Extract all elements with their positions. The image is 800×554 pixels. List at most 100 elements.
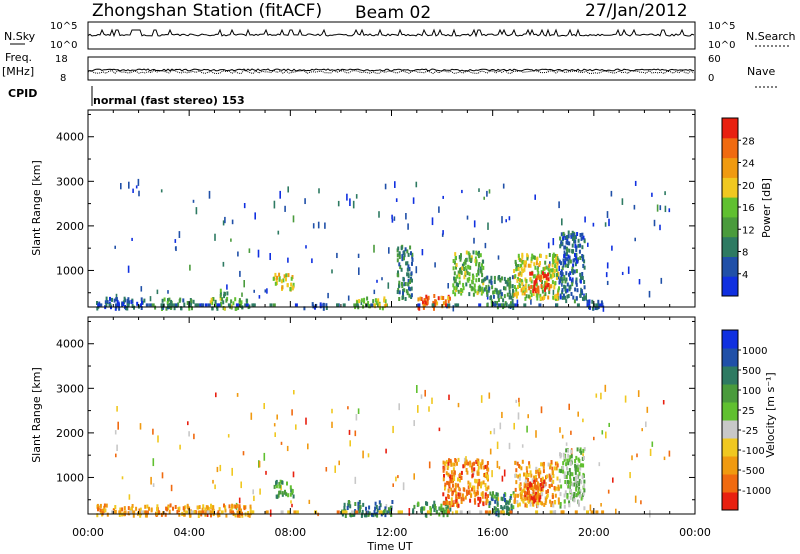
echo-speck bbox=[659, 205, 662, 211]
echo-speck bbox=[484, 242, 487, 249]
echo-cell bbox=[350, 512, 353, 517]
echo-cell bbox=[116, 299, 119, 304]
echo-cell bbox=[533, 285, 536, 290]
echo-cell bbox=[445, 471, 448, 476]
echo-cell bbox=[492, 294, 495, 299]
echo-cell bbox=[123, 296, 126, 301]
echo-cell bbox=[537, 289, 540, 294]
echo-cell bbox=[406, 249, 409, 254]
echo-speck bbox=[273, 423, 276, 427]
echo-cell bbox=[480, 465, 483, 470]
echo-cell bbox=[445, 496, 448, 501]
echo-cell bbox=[446, 501, 449, 506]
echo-speck bbox=[576, 303, 580, 307]
echo-speck bbox=[127, 265, 130, 273]
echo-cell bbox=[127, 506, 130, 511]
echo-speck bbox=[291, 503, 293, 508]
echo-speck bbox=[412, 197, 415, 204]
colorbar-tick-label: 25 bbox=[742, 406, 755, 417]
echo-cell bbox=[450, 462, 453, 467]
echo-cell bbox=[461, 288, 464, 293]
echo-cell bbox=[566, 282, 569, 287]
echo-cell bbox=[536, 267, 539, 272]
echo-speck bbox=[201, 510, 205, 514]
echo-cell bbox=[578, 502, 580, 507]
echo-cell bbox=[560, 274, 563, 279]
echo-speck bbox=[317, 221, 320, 229]
echo-speck bbox=[113, 510, 117, 514]
echo-cell bbox=[525, 466, 528, 471]
echo-cell bbox=[136, 301, 139, 306]
echo-cell bbox=[528, 485, 531, 490]
echo-cell bbox=[172, 506, 174, 511]
echo-cell bbox=[579, 466, 582, 471]
echo-cell bbox=[470, 493, 473, 498]
echo-cell bbox=[455, 265, 457, 270]
echo-speck bbox=[220, 510, 224, 514]
x-tick-label: 12:00 bbox=[376, 526, 408, 539]
echo-cell bbox=[527, 482, 530, 487]
echo-cell bbox=[469, 460, 472, 465]
echo-speck bbox=[559, 427, 561, 433]
echo-cell bbox=[479, 287, 482, 292]
echo-speck bbox=[128, 181, 130, 189]
echo-cell bbox=[530, 473, 533, 478]
echo-cell bbox=[463, 261, 465, 266]
echo-speck bbox=[456, 303, 460, 307]
echo-speck bbox=[378, 211, 380, 218]
echo-cell bbox=[133, 305, 135, 310]
echo-cell bbox=[478, 478, 481, 483]
echo-cell bbox=[210, 513, 212, 518]
echo-cell bbox=[398, 290, 401, 295]
echo-cell bbox=[529, 276, 532, 281]
echo-cell bbox=[158, 510, 160, 515]
y-tick-label: 4000 bbox=[56, 338, 84, 351]
echo-cell bbox=[473, 489, 476, 494]
echo-cell bbox=[469, 483, 471, 488]
echo-speck bbox=[227, 303, 231, 307]
echo-cell bbox=[555, 276, 558, 280]
echo-speck bbox=[192, 199, 195, 203]
echo-cell bbox=[524, 503, 527, 508]
echo-cell bbox=[291, 489, 294, 494]
echo-speck bbox=[353, 303, 357, 307]
echo-cell bbox=[463, 487, 466, 492]
echo-cell bbox=[230, 304, 233, 309]
echo-cell bbox=[140, 306, 143, 310]
echo-cell bbox=[570, 449, 573, 454]
echo-cell bbox=[515, 294, 518, 299]
echo-cell bbox=[564, 260, 567, 265]
echo-speck bbox=[208, 190, 211, 199]
echo-cell bbox=[580, 496, 583, 501]
echo-speck bbox=[448, 394, 450, 401]
echo-speck bbox=[230, 238, 232, 242]
echo-cell bbox=[553, 486, 556, 490]
echo-cell bbox=[450, 470, 453, 475]
echo-cell bbox=[502, 298, 505, 303]
echo-cell bbox=[360, 298, 363, 303]
echo-cell bbox=[575, 252, 578, 257]
echo-cell bbox=[422, 300, 424, 305]
echo-cell bbox=[513, 285, 516, 289]
echo-cell bbox=[485, 285, 488, 290]
echo-cell bbox=[574, 459, 577, 463]
echo-cell bbox=[566, 257, 569, 262]
echo-cell bbox=[581, 272, 584, 276]
echo-cell bbox=[198, 505, 201, 510]
echo-cell bbox=[556, 463, 559, 468]
echo-cell bbox=[229, 509, 232, 514]
echo-cell bbox=[506, 509, 509, 514]
echo-cell bbox=[571, 279, 574, 284]
echo-cell bbox=[558, 478, 561, 483]
echo-cell bbox=[217, 510, 220, 515]
echo-cell bbox=[543, 284, 546, 289]
echo-cell bbox=[360, 513, 363, 518]
echo-cell bbox=[464, 495, 467, 500]
echo-cell bbox=[398, 280, 401, 285]
echo-speck bbox=[174, 239, 177, 243]
echo-cell bbox=[544, 260, 547, 265]
power-marks bbox=[96, 178, 671, 312]
echo-speck bbox=[241, 292, 243, 297]
echo-cell bbox=[207, 506, 210, 511]
echo-speck bbox=[523, 303, 527, 307]
